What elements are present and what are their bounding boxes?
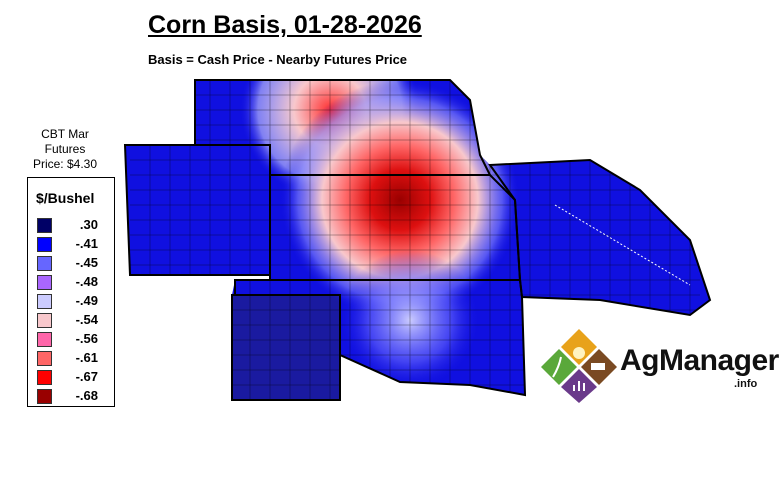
futures-line-1: CBT Mar (41, 127, 89, 141)
county-grid (130, 80, 700, 400)
legend-swatch (37, 217, 52, 233)
legend-item: -.56 (37, 330, 98, 348)
legend-swatch (37, 236, 52, 252)
legend-swatch (37, 312, 52, 328)
legend-item: -.41 (37, 235, 98, 253)
legend-item: -.45 (37, 254, 98, 272)
legend-label: .30 (79, 217, 98, 232)
agmanager-logo-icon (541, 329, 617, 403)
legend-label: -.56 (75, 331, 98, 346)
futures-line-3: Price: $4.30 (32, 157, 98, 171)
legend-item: -.49 (37, 292, 98, 310)
legend-item: -.48 (37, 273, 98, 291)
futures-line-2: Futures (44, 142, 86, 156)
legend-label: -.45 (75, 255, 98, 270)
state-borders (123, 79, 712, 401)
legend-label: -.54 (75, 312, 98, 327)
map-title: Corn Basis, 01-28-2026 (148, 11, 422, 39)
legend-label: -.48 (75, 274, 98, 289)
futures-price-note: CBT Mar Futures Price: $4.30 (10, 127, 120, 172)
map-subtitle: Basis = Cash Price - Nearby Futures Pric… (148, 52, 408, 67)
logo-suffix: .info (734, 378, 758, 390)
legend-label: -.67 (75, 369, 98, 384)
legend-swatch (37, 388, 52, 404)
legend-item: .30 (37, 216, 98, 234)
legend-item: -.67 (37, 368, 98, 386)
legend-swatch (37, 274, 52, 290)
legend-item: -.68 (37, 387, 98, 405)
legend-swatch (37, 293, 52, 309)
logo-text: AgManager (620, 344, 779, 377)
legend-item: -.61 (37, 349, 98, 367)
legend-label: -.61 (75, 350, 98, 365)
state-texas-panhandle (231, 294, 341, 401)
legend-swatch (37, 331, 52, 347)
state-missouri (488, 158, 712, 317)
legend-item: -.54 (37, 311, 98, 329)
legend-label: -.49 (75, 293, 98, 308)
legend: $/Bushel .30 -.41 -.45 -.48 -.49 -.54 -.… (27, 177, 115, 407)
legend-swatch (37, 255, 52, 271)
legend-swatch (37, 369, 52, 385)
legend-unit: $/Bushel (36, 190, 95, 206)
legend-label: -.41 (75, 236, 98, 251)
legend-swatch (37, 350, 52, 366)
legend-label: -.68 (75, 388, 98, 403)
